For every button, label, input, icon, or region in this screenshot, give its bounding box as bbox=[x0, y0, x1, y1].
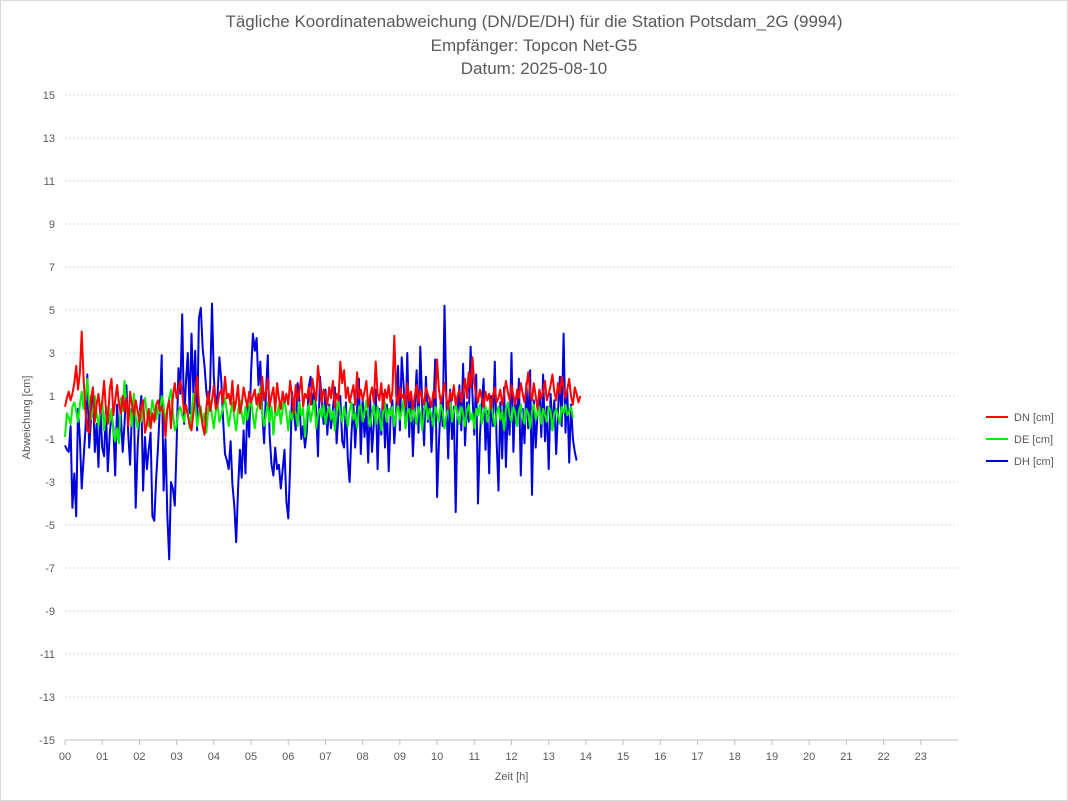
x-tick-label: 15 bbox=[617, 751, 629, 763]
x-tick-label: 06 bbox=[282, 751, 294, 763]
x-tick-label: 01 bbox=[96, 751, 108, 763]
x-tick-label: 22 bbox=[877, 751, 889, 763]
y-tick-label: -5 bbox=[45, 520, 55, 532]
x-tick-label: 04 bbox=[208, 751, 220, 763]
y-tick-label: 1 bbox=[49, 391, 55, 403]
y-tick-label: -13 bbox=[39, 692, 55, 704]
y-tick-label: -7 bbox=[45, 563, 55, 575]
legend-label: DE [cm] bbox=[1014, 434, 1053, 446]
y-tick-label: -9 bbox=[45, 606, 55, 618]
x-tick-label: 18 bbox=[729, 751, 741, 763]
legend-label: DH [cm] bbox=[1014, 456, 1054, 468]
y-tick-label: -15 bbox=[39, 735, 55, 747]
x-axis-label: Zeit [h] bbox=[495, 771, 529, 783]
grid bbox=[65, 94, 958, 741]
x-tick-label: 02 bbox=[133, 751, 145, 763]
x-tick-label: 05 bbox=[245, 751, 257, 763]
x-tick-label: 03 bbox=[171, 751, 183, 763]
x-tick-label: 07 bbox=[319, 751, 331, 763]
x-tick-label: 14 bbox=[580, 751, 592, 763]
x-tick-label: 11 bbox=[469, 751, 480, 763]
legend: DN [cm] DE [cm] DH [cm] bbox=[986, 412, 1054, 468]
title-line-3: Datum: 2025-08-10 bbox=[461, 59, 607, 78]
series-line-dn bbox=[64, 330, 582, 438]
chart-title: Tägliche Koordinatenabweichung (DN/DE/DH… bbox=[225, 12, 842, 78]
series-line-dh bbox=[64, 302, 578, 561]
y-tick-label: 9 bbox=[49, 219, 55, 231]
title-line-2: Empfänger: Topcon Net-G5 bbox=[431, 36, 638, 55]
legend-label: DN [cm] bbox=[1014, 412, 1054, 424]
y-tick-label: 13 bbox=[43, 133, 55, 145]
y-tick-label: 3 bbox=[49, 348, 55, 360]
x-axis-ticks: 00 01 02 03 04 05 06 07 08 09 10 11 12 13 14 15 16 17 18 19… bbox=[59, 739, 958, 763]
y-tick-label: -1 bbox=[45, 434, 55, 446]
series-lines bbox=[64, 302, 582, 561]
y-tick-label: 11 bbox=[44, 176, 55, 188]
title-line-1: Tägliche Koordinatenabweichung (DN/DE/DH… bbox=[225, 12, 842, 31]
x-tick-label: 23 bbox=[915, 751, 927, 763]
y-axis-ticks: 15 13 11 9 7 5 3 1 -1 -3 -5 -7 -9 -11 -13 -15 bbox=[39, 90, 55, 747]
x-tick-label: 21 bbox=[840, 751, 852, 763]
y-tick-label: 15 bbox=[43, 90, 55, 102]
x-tick-label: 00 bbox=[59, 751, 71, 763]
x-tick-label: 17 bbox=[691, 751, 703, 763]
x-tick-label: 09 bbox=[394, 751, 406, 763]
y-tick-label: -3 bbox=[45, 477, 55, 489]
y-tick-label: 5 bbox=[49, 305, 55, 317]
x-tick-label: 20 bbox=[803, 751, 815, 763]
x-tick-label: 08 bbox=[357, 751, 369, 763]
x-tick-label: 16 bbox=[654, 751, 666, 763]
x-tick-label: 13 bbox=[543, 751, 555, 763]
x-tick-label: 12 bbox=[505, 751, 517, 763]
y-tick-label: 7 bbox=[49, 262, 55, 274]
y-axis-label: Abweichung [cm] bbox=[21, 376, 33, 460]
y-tick-label: -11 bbox=[40, 649, 55, 661]
x-tick-label: 10 bbox=[431, 751, 443, 763]
x-tick-label: 19 bbox=[766, 751, 778, 763]
